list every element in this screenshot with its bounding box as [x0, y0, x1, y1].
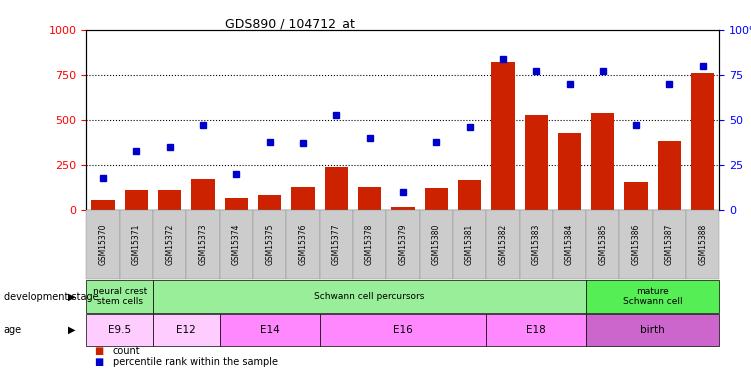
Text: GSM15387: GSM15387: [665, 224, 674, 266]
Bar: [625, 182, 648, 210]
Text: ■: ■: [94, 346, 103, 355]
Text: ▶: ▶: [68, 325, 75, 335]
Text: E12: E12: [176, 325, 196, 335]
Bar: [558, 133, 581, 210]
Text: GSM15383: GSM15383: [532, 224, 541, 266]
Text: GSM15376: GSM15376: [298, 224, 307, 266]
Text: development stage: development stage: [4, 292, 98, 302]
Text: GSM15378: GSM15378: [365, 224, 374, 266]
Text: GSM15381: GSM15381: [465, 224, 474, 266]
Text: GSM15377: GSM15377: [332, 224, 341, 266]
Bar: [458, 180, 481, 210]
Bar: [691, 73, 714, 210]
Text: birth: birth: [641, 325, 665, 335]
Text: ■: ■: [94, 357, 103, 367]
Bar: [491, 62, 514, 210]
Text: GSM15382: GSM15382: [499, 224, 508, 266]
Text: GSM15386: GSM15386: [632, 224, 641, 266]
Bar: [591, 113, 614, 210]
Bar: [125, 190, 148, 210]
Text: E18: E18: [526, 325, 546, 335]
Bar: [258, 195, 282, 210]
Text: mature
Schwann cell: mature Schwann cell: [623, 287, 683, 306]
Bar: [391, 207, 415, 210]
Text: GSM15380: GSM15380: [432, 224, 441, 266]
Bar: [324, 167, 348, 210]
Text: GSM15388: GSM15388: [698, 224, 707, 266]
Text: GSM15379: GSM15379: [399, 224, 407, 266]
Text: ▶: ▶: [68, 292, 75, 302]
Text: GSM15384: GSM15384: [565, 224, 574, 266]
Text: percentile rank within the sample: percentile rank within the sample: [113, 357, 278, 367]
Text: E9.5: E9.5: [108, 325, 131, 335]
Bar: [158, 190, 181, 210]
Bar: [658, 141, 681, 210]
Bar: [192, 179, 215, 210]
Text: neural crest
stem cells: neural crest stem cells: [92, 287, 146, 306]
Text: GSM15385: GSM15385: [599, 224, 608, 266]
Text: GSM15372: GSM15372: [165, 224, 174, 266]
Text: E16: E16: [393, 325, 413, 335]
Text: count: count: [113, 346, 140, 355]
Text: GSM15374: GSM15374: [232, 224, 241, 266]
Text: GSM15371: GSM15371: [132, 224, 141, 266]
Text: GSM15373: GSM15373: [198, 224, 207, 266]
Text: age: age: [4, 325, 22, 335]
Text: GDS890 / 104712_at: GDS890 / 104712_at: [225, 17, 355, 30]
Text: GSM15370: GSM15370: [98, 224, 107, 266]
Bar: [358, 187, 382, 210]
Text: GSM15375: GSM15375: [265, 224, 274, 266]
Bar: [424, 188, 448, 210]
Bar: [225, 198, 248, 210]
Bar: [524, 115, 548, 210]
Bar: [291, 187, 315, 210]
Text: Schwann cell percursors: Schwann cell percursors: [315, 292, 425, 301]
Bar: [92, 200, 115, 210]
Text: E14: E14: [260, 325, 279, 335]
